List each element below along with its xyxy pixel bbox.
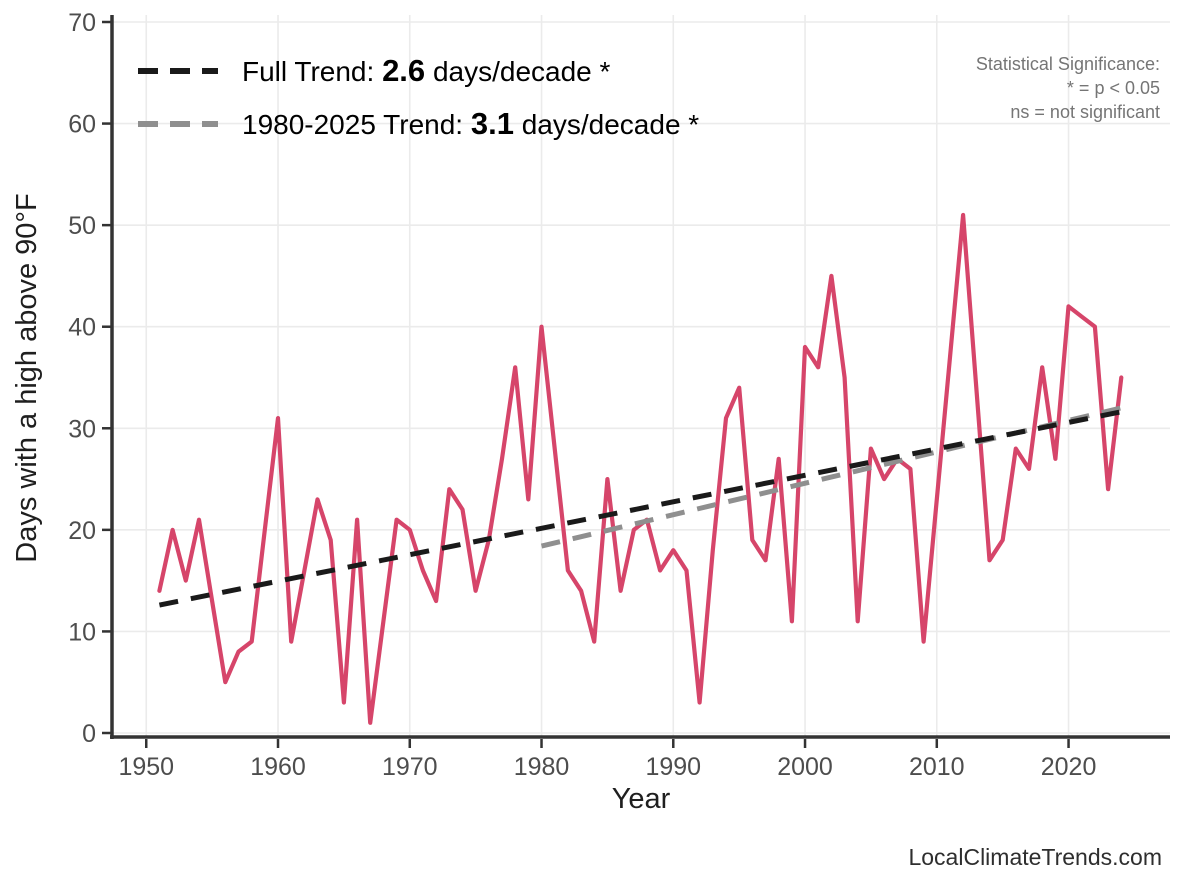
y-tick-label: 20 bbox=[68, 517, 96, 545]
full-trend-label: Full Trend: 2.6 days/decade * bbox=[242, 53, 610, 89]
x-tick-label: 1960 bbox=[250, 753, 306, 781]
x-tick-label: 2020 bbox=[1041, 753, 1097, 781]
recent-trend-label-prefix: 1980-2025 Trend: bbox=[242, 108, 471, 140]
watermark-text: LocalClimateTrends.com bbox=[908, 844, 1162, 870]
data-layer bbox=[157, 212, 1126, 725]
x-axis-title: Year bbox=[612, 783, 671, 815]
axis-layer: 1950 1960 1970 1980 1990 2000 2010 2020 0 10 20 30 4… bbox=[68, 9, 1170, 781]
legend-row-recent-trend: 1980-2025 Trend: 3.1 days/decade * bbox=[138, 97, 699, 150]
significance-note: Statistical Significance: * = p < 0.05 n… bbox=[976, 52, 1160, 124]
recent-trend-value: 3.1 bbox=[470, 105, 514, 141]
x-tick-label: 1980 bbox=[514, 753, 570, 781]
full-trend-label-prefix: Full Trend: bbox=[242, 55, 383, 87]
y-tick-label: 30 bbox=[68, 415, 96, 443]
x-tick-label: 1970 bbox=[382, 753, 438, 781]
legend-row-full-trend: Full Trend: 2.6 days/decade * bbox=[138, 44, 699, 97]
recent-trend-dash-swatch bbox=[138, 120, 218, 127]
x-tick-label: 2000 bbox=[777, 753, 833, 781]
y-tick-label: 0 bbox=[82, 720, 96, 748]
recent-trend-label: 1980-2025 Trend: 3.1 days/decade * bbox=[242, 106, 699, 142]
data-line-series bbox=[157, 212, 1124, 725]
y-tick-label: 40 bbox=[68, 314, 96, 342]
trend-line-full-trend bbox=[158, 408, 1126, 608]
y-tick-label: 60 bbox=[68, 111, 96, 139]
x-tick-label: 2010 bbox=[909, 753, 965, 781]
y-tick-label: 70 bbox=[68, 9, 96, 37]
significance-note-line-2: * = p < 0.05 bbox=[1066, 78, 1160, 98]
x-tick-label: 1950 bbox=[118, 753, 174, 781]
full-trend-value: 2.6 bbox=[382, 52, 426, 88]
recent-trend-label-suffix: days/decade * bbox=[513, 108, 700, 140]
x-tick-label: 1990 bbox=[645, 753, 701, 781]
y-tick-label: 10 bbox=[68, 618, 96, 646]
y-tick-label: 50 bbox=[68, 212, 96, 240]
trend-line-1980-2025-trend bbox=[540, 404, 1126, 549]
significance-note-line-1: Statistical Significance: bbox=[975, 54, 1160, 74]
full-trend-dash-swatch bbox=[138, 67, 218, 74]
full-trend-label-suffix: days/decade * bbox=[425, 55, 611, 87]
significance-note-line-3: ns = not significant bbox=[1010, 102, 1160, 122]
y-axis-title: Days with a high above 90°F bbox=[11, 193, 43, 562]
legend: Full Trend: 2.6 days/decade * 1980-2025 … bbox=[138, 44, 699, 150]
